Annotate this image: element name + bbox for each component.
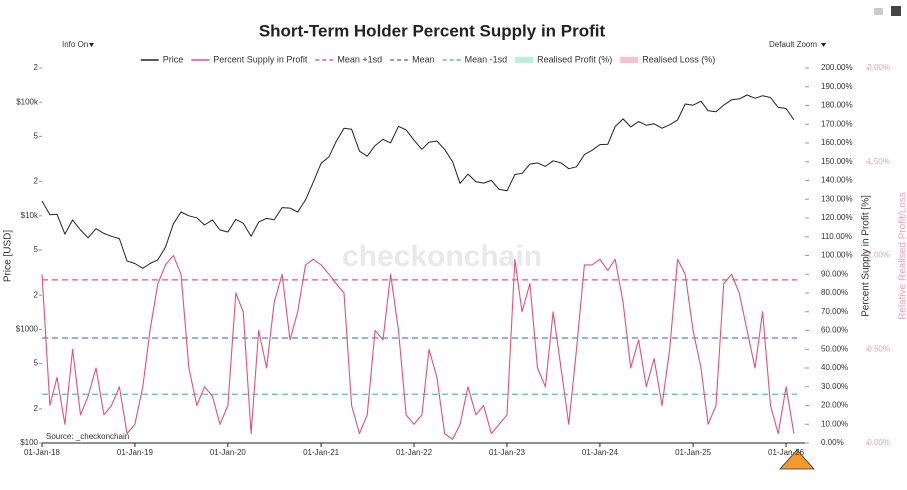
y-tick-label: $10k bbox=[21, 211, 39, 220]
y-tick-label: 5 bbox=[34, 359, 39, 368]
source: Source: _checkonchain bbox=[46, 432, 129, 441]
y2-axis-title: Percent Supply in Profit [%] bbox=[861, 195, 872, 317]
y2-tick-label: 130.00% bbox=[821, 194, 853, 203]
y2-tick-label: 30.00% bbox=[821, 382, 848, 391]
y2-tick-label: 120.00% bbox=[821, 213, 853, 222]
x-tick-label: 01-Jan-20 bbox=[210, 448, 247, 457]
x-tick-label: 01-Jan-24 bbox=[582, 448, 619, 457]
y-tick-label: $100 bbox=[20, 438, 38, 447]
legend-label: Percent Supply in Profit bbox=[213, 54, 308, 64]
legend-label: Mean -1sd bbox=[465, 54, 508, 64]
y2-tick-label: 110.00% bbox=[821, 232, 852, 241]
camera-icon[interactable] bbox=[874, 8, 883, 15]
y3-tick-label: 2.00% bbox=[867, 63, 890, 72]
legend-swatch bbox=[515, 57, 534, 63]
y2-tick-label: 80.00% bbox=[821, 288, 848, 297]
x-tick-label: 01-Jan-18 bbox=[24, 448, 61, 457]
x-tick-label: 01-Jan-21 bbox=[303, 448, 340, 457]
y2-tick-label: 20.00% bbox=[821, 401, 848, 410]
chart-title: Short-Term Holder Percent Supply in Prof… bbox=[259, 21, 606, 40]
zoom-select[interactable]: Default Zoom bbox=[769, 40, 817, 49]
y3-tick-label: 1.00% bbox=[867, 251, 890, 260]
y2-tick-label: 180.00% bbox=[821, 101, 853, 110]
watermark: checkonchain bbox=[342, 240, 542, 273]
y2-tick-label: 70.00% bbox=[821, 307, 848, 316]
y-tick-label: 2 bbox=[34, 177, 39, 186]
y3-tick-label: 0.50% bbox=[867, 344, 890, 353]
x-tick-label: 01-Jan-22 bbox=[396, 448, 433, 457]
y2-tick-label: 190.00% bbox=[821, 82, 853, 91]
y2-tick-label: 200.00% bbox=[821, 63, 853, 72]
series-line bbox=[41, 94, 795, 269]
legend-label: Realised Loss (%) bbox=[642, 54, 715, 64]
y2-tick-label: 90.00% bbox=[821, 269, 848, 278]
y2-tick-label: 50.00% bbox=[821, 344, 848, 353]
y2-tick-label: 40.00% bbox=[821, 363, 848, 372]
x-tick-label: 01-Jan-26 bbox=[768, 448, 805, 457]
y2-tick-label: 150.00% bbox=[821, 157, 853, 166]
legend-swatch bbox=[620, 57, 639, 63]
legend-label: Realised Profit (%) bbox=[537, 54, 612, 64]
y2-tick-label: 170.00% bbox=[821, 119, 853, 128]
y-tick-label: $1000 bbox=[16, 325, 39, 334]
y3-tick-label: 1.50% bbox=[867, 157, 890, 166]
y2-tick-label: 100.00% bbox=[821, 251, 853, 260]
y2-tick-label: 60.00% bbox=[821, 326, 848, 335]
y3-axis-title: Relative Realised Profit/Loss bbox=[898, 192, 907, 320]
y-axis-title: Price [USD] bbox=[3, 230, 14, 282]
logo-icon[interactable] bbox=[891, 6, 901, 16]
series-line bbox=[41, 254, 795, 440]
dropdown-arrow[interactable] bbox=[821, 43, 826, 47]
dropdown-arrow[interactable] bbox=[89, 43, 94, 47]
y-tick-label: 5 bbox=[34, 245, 39, 254]
y2-tick-label: 160.00% bbox=[821, 138, 853, 147]
y3-tick-label: 0.00% bbox=[867, 438, 890, 447]
y-tick-label: 2 bbox=[34, 290, 39, 299]
legend-label: Price bbox=[163, 54, 184, 64]
y2-tick-label: 10.00% bbox=[821, 419, 848, 428]
x-tick-label: 01-Jan-19 bbox=[117, 448, 154, 457]
x-tick-label: 01-Jan-23 bbox=[489, 448, 526, 457]
y-tick-label: 2 bbox=[34, 63, 39, 72]
y-tick-label: $100k bbox=[16, 97, 39, 106]
legend-label: Mean bbox=[412, 54, 435, 64]
y-tick-label: 5 bbox=[34, 132, 39, 141]
y2-tick-label: 0.00% bbox=[821, 438, 844, 447]
x-tick-label: 01-Jan-25 bbox=[675, 448, 712, 457]
info-toggle[interactable]: Info On bbox=[62, 40, 88, 49]
warning-icon[interactable] bbox=[779, 449, 815, 470]
legend-label: Mean +1sd bbox=[337, 54, 382, 64]
y-tick-label: 2 bbox=[34, 404, 39, 413]
y2-tick-label: 140.00% bbox=[821, 176, 853, 185]
